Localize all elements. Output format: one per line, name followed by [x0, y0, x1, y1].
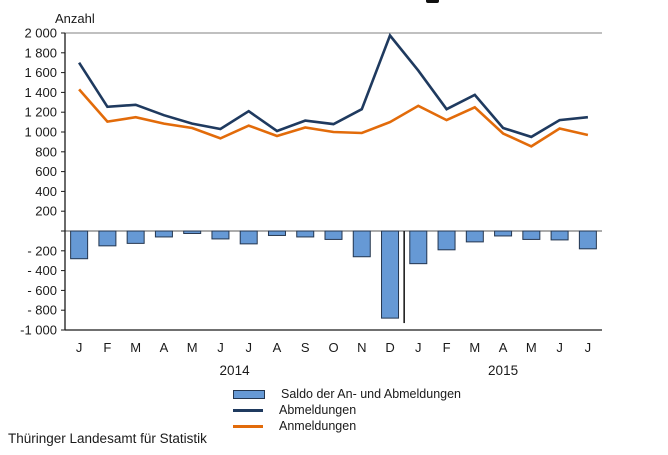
legend-row-abmeldungen: Abmeldungen [233, 402, 461, 418]
legend-row-anmeldungen: Anmeldungen [233, 418, 461, 434]
y-axis-title: Anzahl [55, 11, 95, 26]
anmeldungen-line-swatch [233, 424, 263, 428]
saldo-bar [494, 230, 513, 237]
year-label-2014: 2014 [220, 363, 251, 378]
y-tick-label: 600 [35, 164, 57, 179]
month-label: M [469, 340, 480, 355]
month-label: A [273, 340, 282, 355]
month-label: N [357, 340, 366, 355]
month-label: M [187, 340, 198, 355]
y-tick-label: 1 400 [24, 85, 57, 100]
saldo-bar [183, 230, 202, 234]
saldo-bar [98, 230, 117, 247]
saldo-bar [267, 230, 286, 236]
year-label-2015: 2015 [488, 363, 518, 378]
y-tick-label: 1 800 [24, 45, 57, 60]
month-label: J [415, 340, 422, 355]
saldo-bar [578, 230, 597, 250]
legend-row-saldo: Saldo der An- und Abmeldungen [233, 386, 461, 402]
saldo-bar [324, 230, 343, 240]
y-tick-label: 2 000 [24, 26, 57, 41]
month-label: J [217, 340, 224, 355]
abmeldungen-line [78, 32, 589, 139]
month-label: M [526, 340, 537, 355]
y-tick-label: 1 600 [24, 65, 57, 80]
saldo-legend-label: Saldo der An- und Abmeldungen [281, 387, 461, 401]
anmeldungen-line [78, 88, 589, 148]
month-label: A [499, 340, 508, 355]
month-label: O [328, 340, 338, 355]
month-label: A [160, 340, 169, 355]
saldo-bar [437, 230, 456, 251]
saldo-bar [126, 230, 145, 244]
y-tick-label: -1 000 [20, 323, 57, 338]
month-label: M [130, 340, 141, 355]
month-label: J [76, 340, 83, 355]
y-tick-label: 1 200 [24, 105, 57, 120]
month-label: F [103, 340, 111, 355]
abmeldungen-line-swatch [233, 408, 263, 412]
saldo-bar [154, 230, 173, 238]
y-tick-label: - 600 [27, 283, 57, 298]
y-tick-label: 1 000 [24, 125, 57, 140]
y-tick-label: - 400 [27, 263, 57, 278]
abmeldungen-legend-label: Abmeldungen [279, 403, 357, 417]
anmeldungen-legend-label: Anmeldungen [279, 419, 357, 433]
saldo-bar [465, 230, 484, 243]
month-label: J [245, 340, 252, 355]
month-label: S [301, 340, 310, 355]
y-tick-label: - 200 [27, 243, 57, 258]
saldo-bar [522, 230, 541, 240]
saldo-bar [239, 230, 258, 245]
saldo-bar [296, 230, 315, 238]
saldo-bar [70, 230, 89, 260]
saldo-bar [352, 230, 371, 258]
source-credit: Thüringer Landesamt für Statistik [8, 431, 207, 446]
month-label: J [585, 340, 592, 355]
y-tick-label: 200 [35, 204, 57, 219]
saldo-bar-swatch [233, 389, 265, 399]
y-tick-label: 800 [35, 144, 57, 159]
saldo-bar [211, 230, 230, 240]
y-tick-label: - 800 [27, 303, 57, 318]
y-tick-label: 400 [35, 184, 57, 199]
legend: Saldo der An- und Abmeldungen Abmeldunge… [233, 386, 461, 434]
saldo-bar [381, 230, 400, 319]
month-label: J [556, 340, 563, 355]
month-label: F [443, 340, 451, 355]
saldo-bar [550, 230, 569, 241]
month-label: D [385, 340, 394, 355]
cropped-title-fragment [426, 0, 439, 3]
saldo-bar [409, 230, 428, 265]
